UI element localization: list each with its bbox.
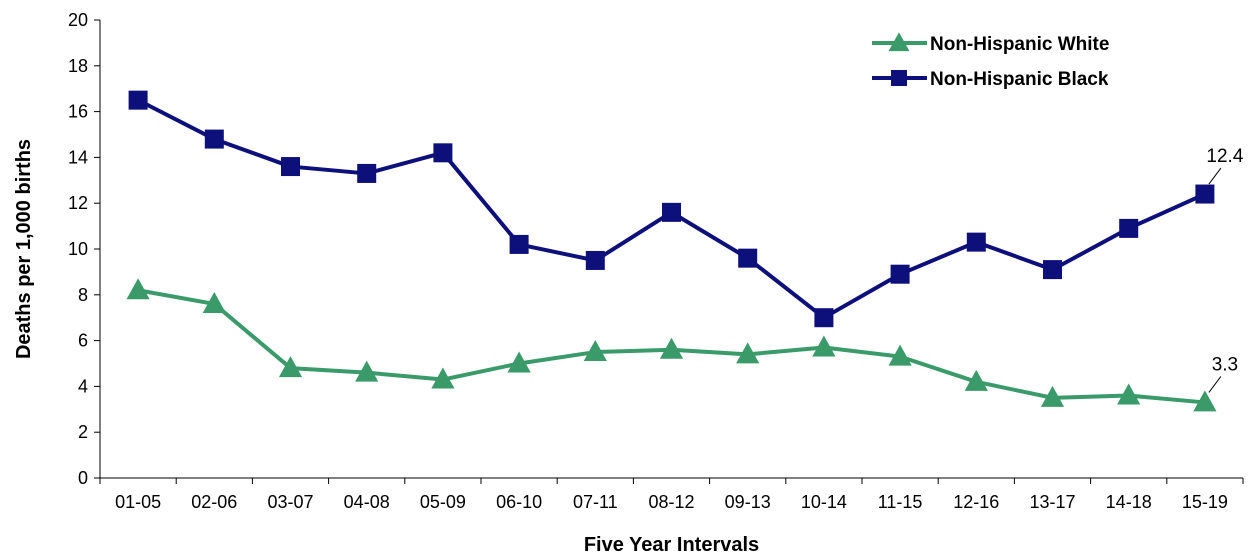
data-point [662,202,681,222]
x-tick-label: 05-09 [420,492,466,512]
x-tick-label: 11-15 [878,492,923,512]
x-tick-label: 14-18 [1106,492,1152,512]
data-point [738,248,758,268]
legend-label: Non-Hispanic White [930,34,1109,55]
x-tick-label: 03-07 [267,492,313,512]
x-tick-label: 15-19 [1182,492,1228,512]
x-tick-label: 02-06 [191,492,237,512]
data-point [1119,218,1139,238]
x-tick-label: 04-08 [344,492,390,512]
data-point [126,278,150,300]
data-point [431,367,455,389]
y-tick-label: 14 [68,147,88,167]
data-point [659,337,684,359]
data-point [281,157,300,177]
y-tick-label: 2 [78,422,88,442]
y-tick-label: 10 [68,239,88,259]
data-point [1195,184,1215,204]
data-point [736,342,760,364]
data-label: 12.4 [1206,146,1243,167]
data-point [202,291,226,313]
leader-line [1208,376,1222,393]
data-label: 3.3 [1212,354,1238,375]
legend-marker [891,70,907,86]
y-tick-label: 4 [78,376,88,396]
data-point [1043,260,1062,280]
y-tick-label: 20 [68,10,88,30]
data-point [128,90,148,110]
data-point [814,308,834,328]
data-label-group: 12.4 [1206,146,1244,185]
y-tick-label: 18 [68,56,88,76]
y-axis-ticks: 0 2 4 6 8 10 12 14 16 18 20 [68,10,100,488]
y-axis-title: Deaths per 1,000 births [13,139,35,359]
data-point [357,163,377,183]
annotation-layer: 12.4 3.3 [1206,146,1244,393]
x-tick-label: 10-14 [801,492,847,512]
data-point [1117,383,1141,405]
legend-marker [888,32,910,52]
leader-line [1208,167,1222,185]
x-axis-title: Five Year Intervals [584,534,759,554]
legend-label: Non-Hispanic Black [930,69,1109,90]
series-layer [126,90,1217,412]
x-tick-label: 13-17 [1029,492,1075,512]
x-tick-label: 09-13 [725,492,771,512]
y-tick-label: 8 [78,285,88,305]
data-point [278,356,303,378]
data-point [204,129,224,149]
y-tick-label: 0 [78,468,88,488]
x-tick-label: 07-11 [573,492,618,512]
legend: Non-Hispanic White Non-Hispanic Black [872,32,1109,90]
data-point [355,360,379,382]
data-point [966,232,986,252]
y-tick-label: 16 [68,102,88,122]
y-tick-label: 6 [78,331,88,351]
x-tick-label: 06-10 [496,492,542,512]
data-point [507,351,531,373]
data-label-group: 3.3 [1208,354,1238,393]
x-axis-ticks: 01-05 02-06 03-07 04-08 05-09 06-10 07-11 08-12… [99,478,1244,512]
data-point [890,264,910,284]
x-tick-label: 01-05 [115,492,161,512]
series-non-hispanic-white [126,278,1217,412]
data-point [1193,390,1217,412]
legend-item: Non-Hispanic White [872,32,1109,55]
data-point [812,335,836,357]
data-point [583,340,607,362]
y-tick-label: 12 [68,193,88,213]
data-point [888,344,912,366]
data-point [585,250,605,270]
legend-item: Non-Hispanic Black [872,69,1109,90]
data-point [1040,385,1065,407]
data-point [964,369,988,391]
x-tick-label: 08-12 [648,492,694,512]
x-tick-label: 12-16 [953,492,999,512]
data-point [509,234,529,254]
series-non-hispanic-black [128,90,1215,328]
data-point [433,143,453,163]
